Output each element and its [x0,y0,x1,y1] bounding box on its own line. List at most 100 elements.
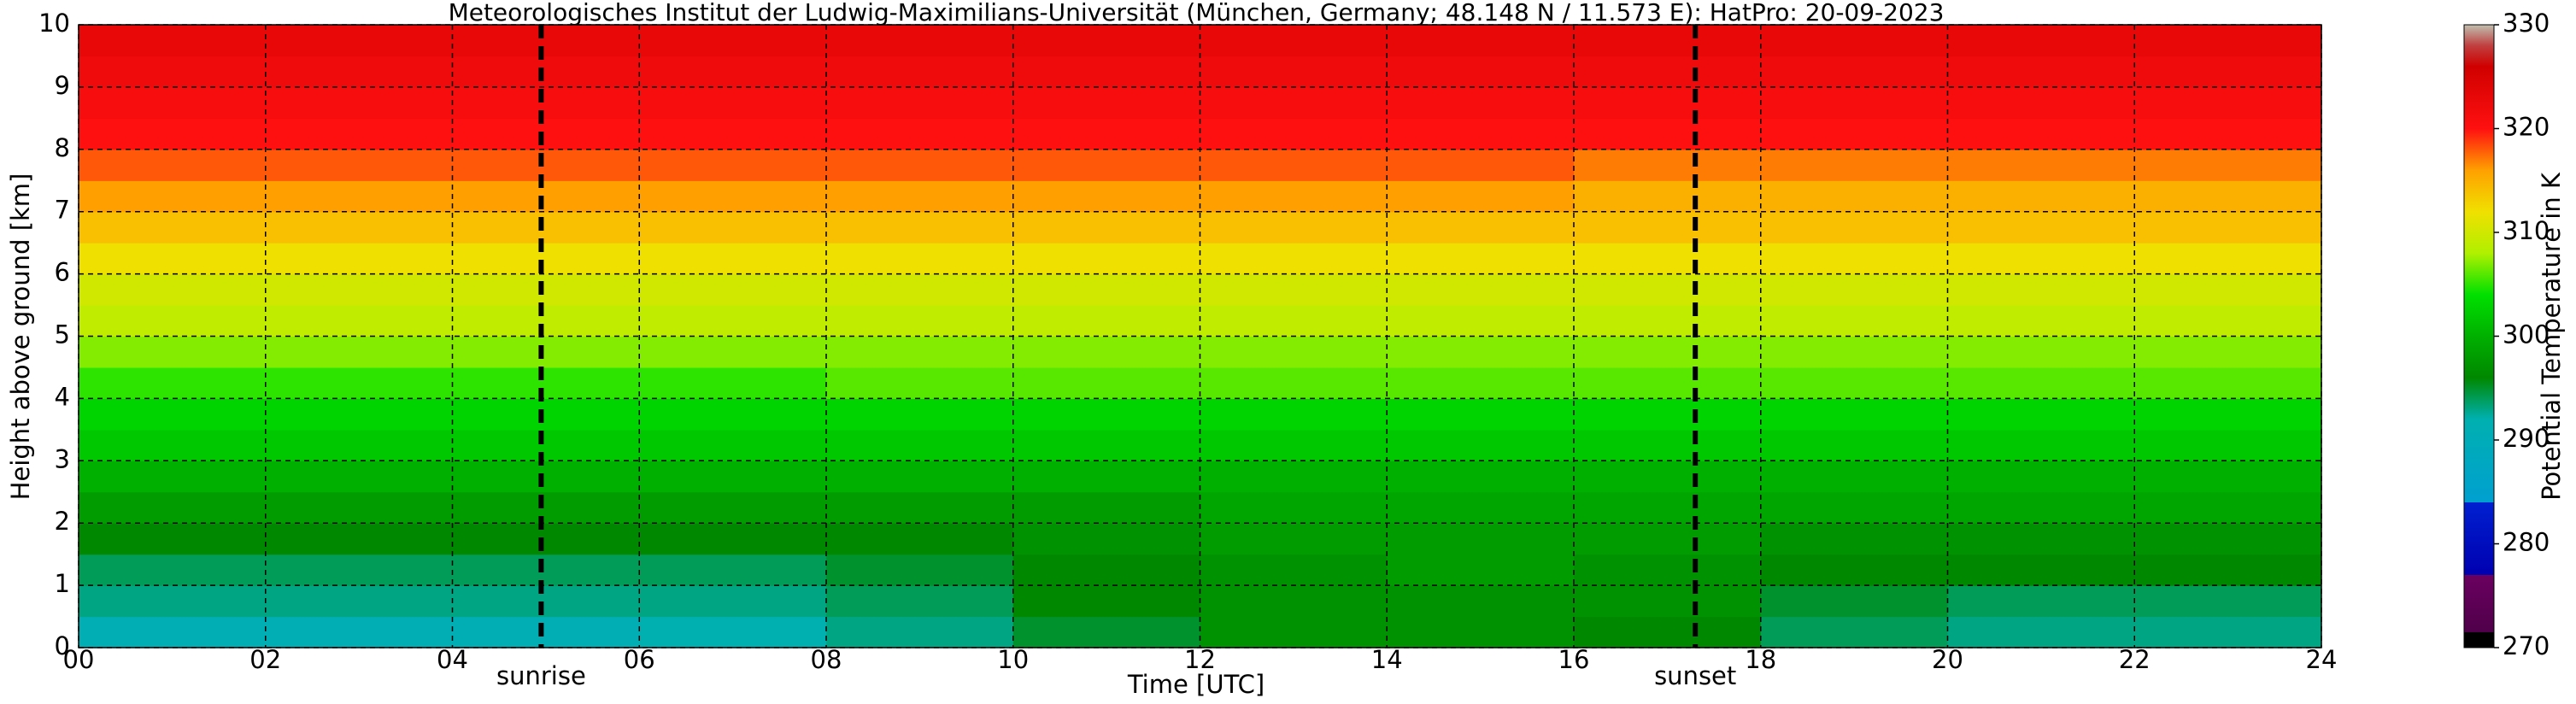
heatmap-cell [79,491,267,524]
heatmap-cell [2134,429,2322,461]
x-tick-label: 04 [437,645,468,674]
x-tick-label: 02 [249,645,281,674]
heatmap-cell [1574,554,1762,586]
heatmap-cell [1574,211,1762,243]
heatmap-cell [1012,585,1201,618]
heatmap-cell [452,180,640,213]
heatmap-cell [452,554,640,586]
heatmap-cell [1574,56,1762,88]
heatmap-cell [1947,180,2135,213]
heatmap-cell [1200,25,1388,57]
heatmap-cell [1760,118,1949,150]
heatmap-cell [639,336,827,368]
heatmap-cell [826,305,1014,337]
x-tick-label: 10 [997,645,1029,674]
heatmap-cell [2134,118,2322,150]
heatmap-cell [265,86,454,119]
heatmap-cell [1200,523,1388,555]
heatmap-cell [826,554,1014,586]
colorbar-tick-label: 320 [2503,113,2550,142]
x-tick-label: 08 [811,645,842,674]
heatmap-cell [1574,616,1762,648]
heatmap-cell [1760,149,1949,181]
x-tick-label: 22 [2119,645,2151,674]
heatmap-cell [1574,491,1762,524]
colorbar-tick-label: 290 [2503,424,2550,453]
heatmap-cell [2134,86,2322,119]
heatmap-cell [79,367,267,399]
heatmap-cell [639,491,827,524]
heatmap-cell [1200,118,1388,150]
heatmap-cell [1200,149,1388,181]
heatmap-cell [1574,118,1762,150]
heatmap-cell [1760,367,1949,399]
heatmap-cell [265,461,454,493]
heatmap-cell [265,211,454,243]
heatmap-cell [1387,86,1575,119]
heatmap-cell [1012,461,1201,493]
heatmap-cell [1200,273,1388,306]
heatmap-cell [79,336,267,368]
heatmap-cell [1387,585,1575,618]
y-tick-label: 5 [55,320,70,349]
heatmap-cell [1012,56,1201,88]
heatmap-cell [1947,273,2135,306]
heatmap-cell [2134,367,2322,399]
heatmap-cell [265,25,454,57]
heatmap-cell [452,616,640,648]
heatmap-cell [639,211,827,243]
heatmap-cell [2134,398,2322,431]
heatmap-cell [1387,523,1575,555]
heatmap-cell [826,56,1014,88]
heatmap-cell [1387,25,1575,57]
heatmap-cell [265,180,454,213]
heatmap-cell [1387,149,1575,181]
heatmap-cell [1387,211,1575,243]
heatmap-cell [265,491,454,524]
heatmap-cell [1012,273,1201,306]
heatmap-cell [265,243,454,275]
plot-frame [78,24,2322,648]
y-tick-label: 9 [55,71,70,100]
heatmap-cell [1760,243,1949,275]
heatmap-cell [826,616,1014,648]
heatmap-cell [452,491,640,524]
colorbar-label: Potential Temperature in K [2537,172,2566,501]
heatmap-cell [1574,398,1762,431]
y-tick-label: 1 [55,569,70,598]
heatmap-cell [639,25,827,57]
heatmap-cell [1574,585,1762,618]
heatmap-cell [826,398,1014,431]
heatmap-cell [1760,86,1949,119]
heatmap-cell [1947,429,2135,461]
heatmap-cell [1200,429,1388,461]
heatmap-cell [1947,25,2135,57]
heatmap-cell [79,211,267,243]
heatmap-cell [1947,491,2135,524]
heatmap-cell [1947,523,2135,555]
heatmap-cell [826,585,1014,618]
heatmap-cell [79,429,267,461]
heatmap-cell [1760,554,1949,586]
heatmap-cell [1760,336,1949,368]
heatmap-cell [1574,336,1762,368]
heatmap-cell [1012,243,1201,275]
heatmap-cell [1760,180,1949,213]
heatmap-cell [1760,211,1949,243]
x-tick-label: 14 [1371,645,1403,674]
heatmap-cell [1760,585,1949,618]
heatmap-cell [452,429,640,461]
heatmap-cell [639,273,827,306]
heatmap-cell [1760,273,1949,306]
heatmap-cell [826,180,1014,213]
colorbar-tick-label: 270 [2503,631,2550,660]
heatmap-cell [1574,149,1762,181]
y-tick-label: 7 [55,196,70,225]
heatmap-cell [79,523,267,555]
heatmap-cell [639,305,827,337]
heatmap-cell [1200,243,1388,275]
colorbar [2463,24,2495,648]
heatmap-cell [639,523,827,555]
heatmap-cell [265,56,454,88]
y-tick-label: 8 [55,133,70,162]
